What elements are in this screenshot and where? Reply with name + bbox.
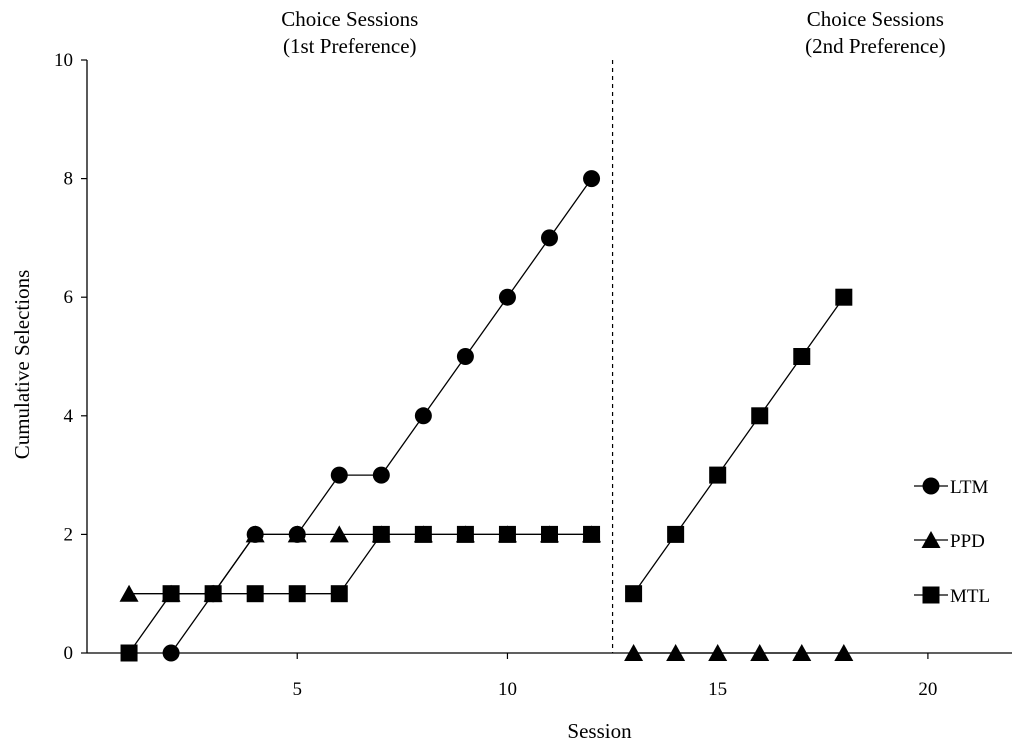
mtl-point bbox=[414, 525, 432, 543]
x-tick-label: 10 bbox=[498, 679, 517, 700]
phase-title-2-line-1: Choice Sessions bbox=[807, 7, 944, 31]
ppd-point bbox=[329, 525, 349, 543]
ltm-point bbox=[330, 466, 348, 484]
markers-group bbox=[119, 170, 854, 662]
mtl-point bbox=[709, 466, 727, 484]
ltm-line-segment-1 bbox=[170, 178, 593, 654]
legend-label-ppd: PPD bbox=[950, 531, 985, 552]
mtl-point bbox=[288, 585, 306, 603]
ppd-point bbox=[287, 525, 307, 543]
mtl-point bbox=[330, 585, 348, 603]
y-tick-label: 8 bbox=[64, 169, 74, 190]
x-tick-label: 5 bbox=[292, 679, 302, 700]
legend-label-mtl: MTL bbox=[950, 586, 990, 607]
mtl-line-segment-1 bbox=[128, 533, 592, 654]
mtl-point bbox=[372, 525, 390, 543]
legend-marker-ltm bbox=[922, 477, 940, 495]
y-tick-label: 0 bbox=[64, 643, 74, 664]
ltm-point bbox=[372, 466, 390, 484]
y-tick-label: 4 bbox=[64, 406, 74, 427]
y-axis-title: Cumulative Selections bbox=[10, 270, 34, 460]
ppd-point bbox=[792, 644, 812, 661]
mtl-point bbox=[793, 348, 811, 365]
ltm-point bbox=[456, 348, 474, 365]
x-tick-label: 15 bbox=[708, 679, 727, 700]
ltm-point bbox=[541, 229, 558, 247]
mtl-line-segment-2 bbox=[633, 296, 845, 595]
ppd-point bbox=[119, 584, 139, 602]
mtl-point bbox=[583, 525, 601, 543]
ppd-point bbox=[708, 644, 728, 661]
mtl-point bbox=[456, 525, 474, 543]
mtl-point bbox=[162, 585, 180, 603]
ltm-point bbox=[414, 407, 432, 425]
phase-title-1-line-2: (1st Preference) bbox=[283, 34, 417, 58]
y-tick-label: 10 bbox=[54, 50, 73, 71]
mtl-point bbox=[667, 525, 685, 543]
mtl-point bbox=[120, 644, 138, 662]
mtl-point bbox=[625, 585, 643, 603]
ppd-point bbox=[245, 525, 265, 543]
phase-title-1-line-1: Choice Sessions bbox=[281, 7, 418, 31]
axes-group bbox=[81, 59, 1012, 659]
ltm-point bbox=[498, 288, 516, 306]
legend-label-ltm: LTM bbox=[950, 477, 988, 498]
ppd-point bbox=[750, 644, 770, 661]
legend: LTM PPD MTL bbox=[914, 477, 990, 607]
ltm-point bbox=[162, 644, 180, 662]
mtl-point bbox=[246, 585, 264, 603]
legend-marker-mtl bbox=[922, 586, 940, 604]
x-axis-title: Session bbox=[567, 719, 632, 743]
y-tick-label: 2 bbox=[64, 524, 74, 545]
y-tick-label: 6 bbox=[64, 287, 74, 308]
text-group: 0 2 4 6 8 10 5 10 15 20 Session Cumulative Selectio… bbox=[10, 7, 946, 743]
x-tick-label: 20 bbox=[918, 679, 937, 700]
series-group bbox=[128, 178, 845, 654]
mtl-point bbox=[751, 407, 769, 425]
mtl-point bbox=[498, 525, 516, 543]
ppd-point bbox=[834, 644, 854, 661]
mtl-point bbox=[204, 585, 222, 603]
phase-title-2-line-2: (2nd Preference) bbox=[805, 34, 946, 58]
mtl-point bbox=[541, 525, 558, 543]
legend-marker-ppd bbox=[921, 531, 941, 548]
mtl-point bbox=[835, 288, 853, 306]
ppd-point bbox=[624, 644, 644, 661]
ppd-point bbox=[666, 644, 686, 661]
ltm-point bbox=[583, 170, 601, 188]
